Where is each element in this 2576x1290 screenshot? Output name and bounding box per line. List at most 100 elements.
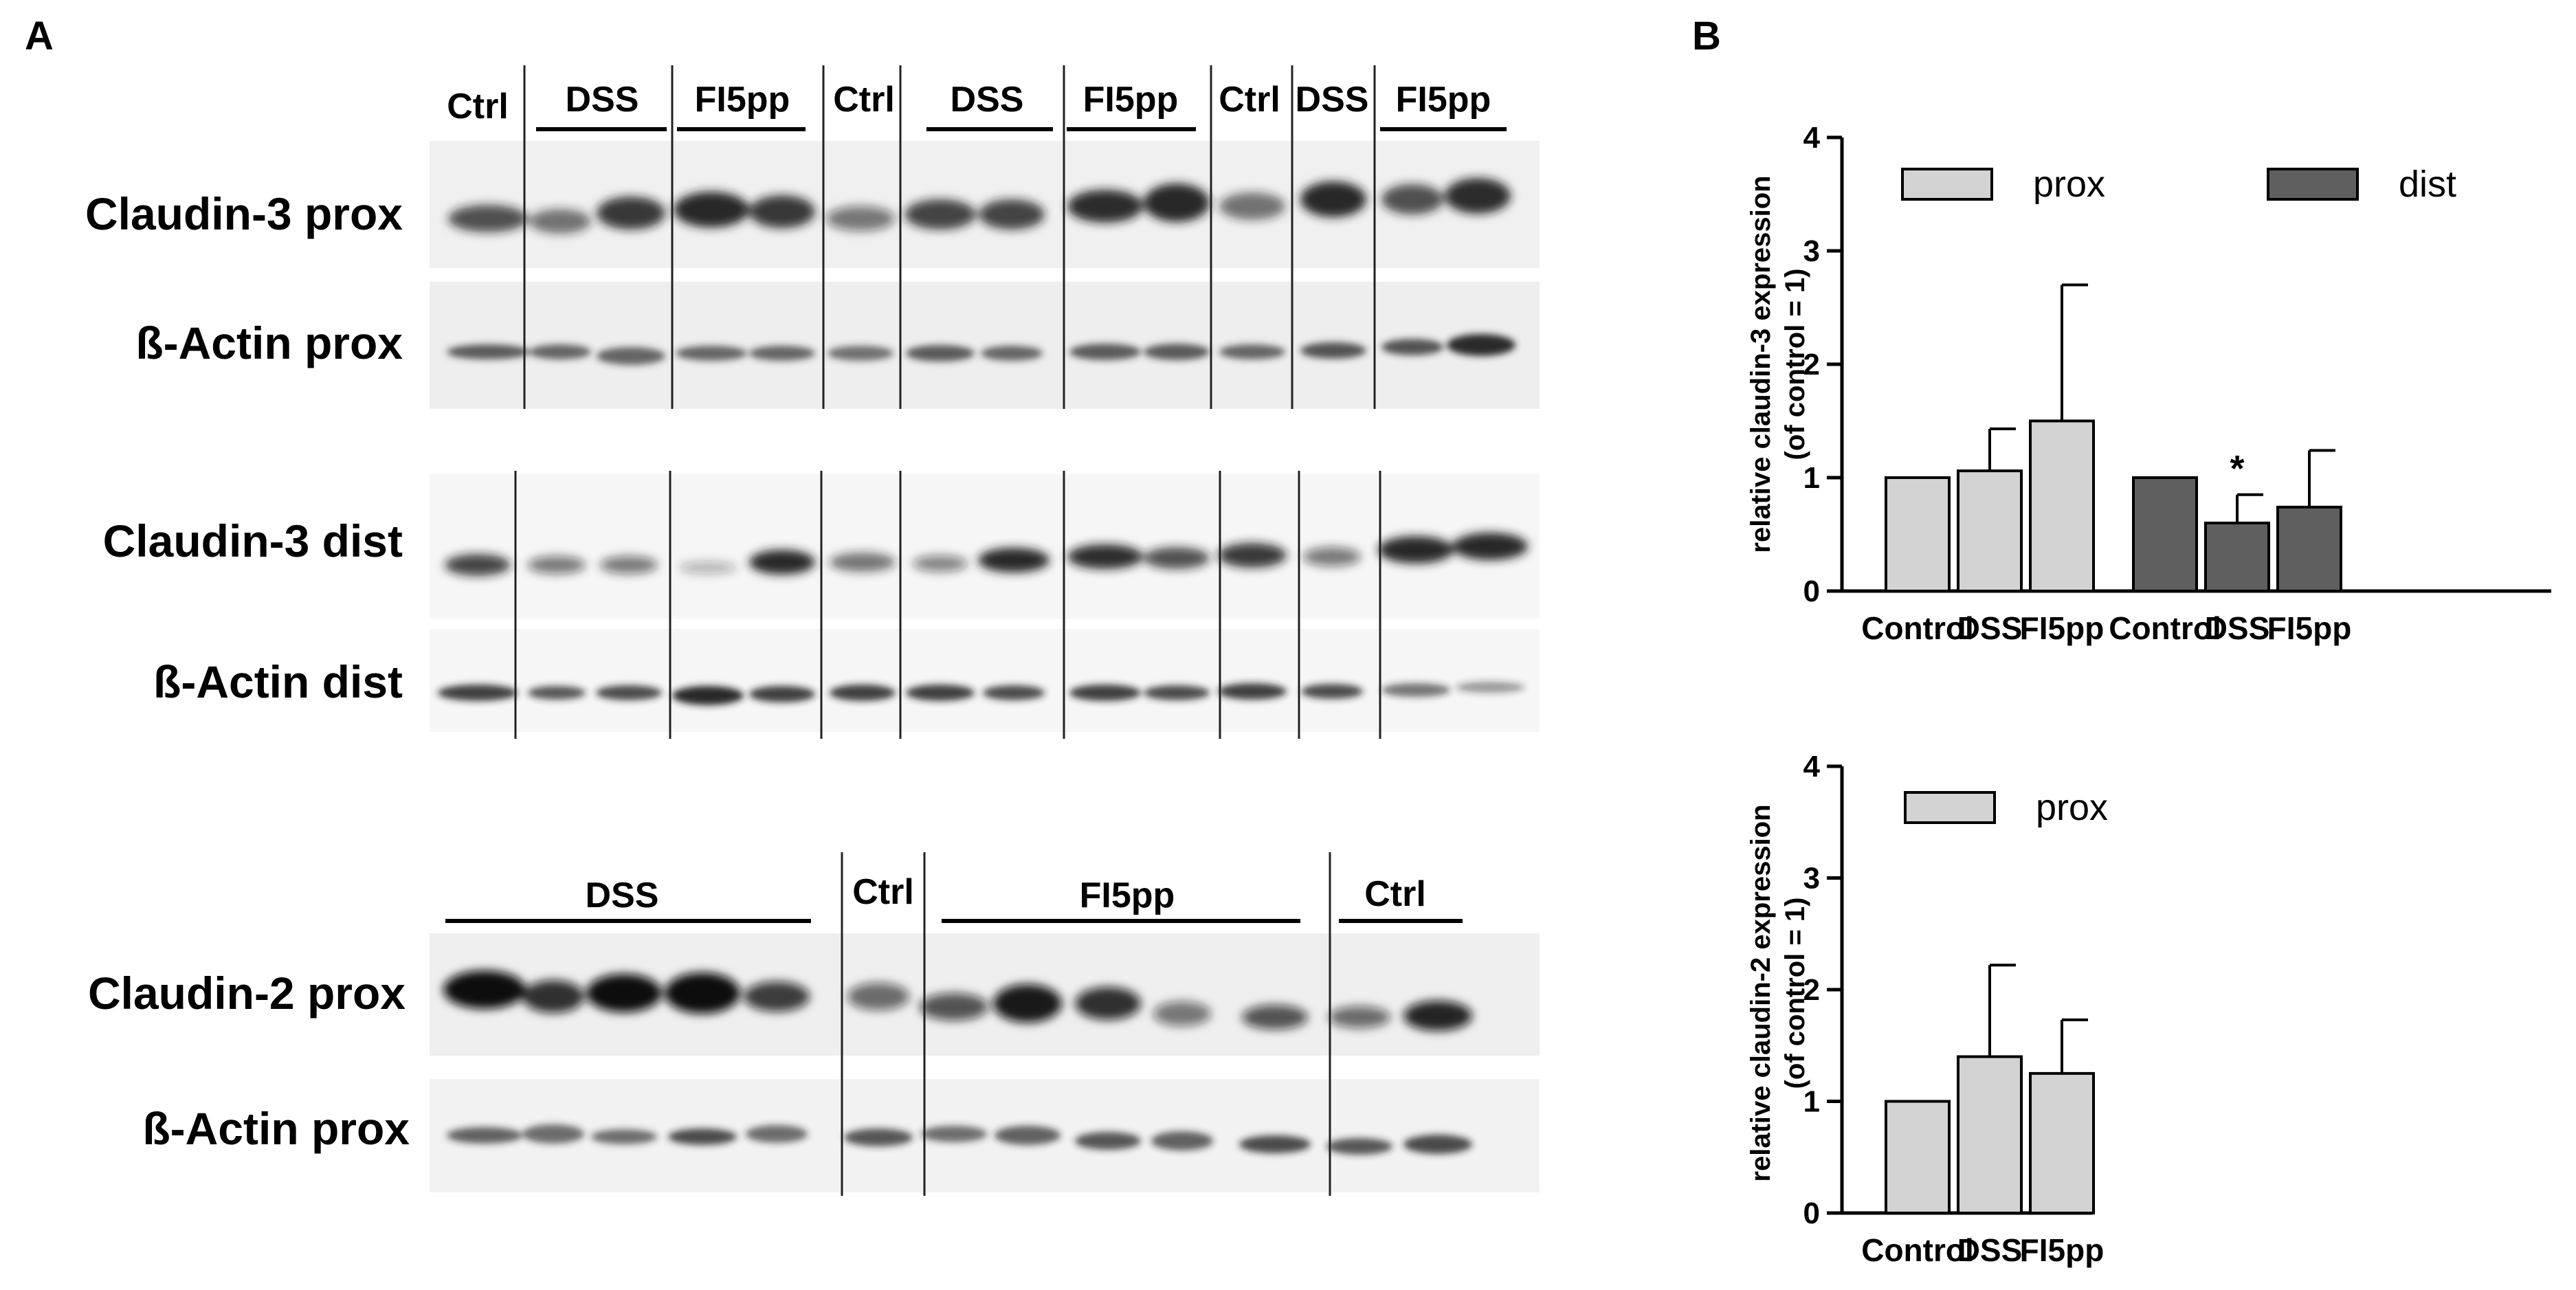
protein-band [920,993,988,1021]
category-label: FI5pp [2267,610,2352,646]
protein-band [591,1129,657,1144]
protein-band [600,556,658,574]
y-axis-label-line: (of control = 1) [1780,898,1810,1089]
protein-band [679,561,737,574]
lane-label: Ctrl [833,80,895,120]
y-tick-label: 4 [1803,121,1821,155]
protein-band [983,685,1045,700]
legend-label: prox [2033,164,2105,205]
protein-band [979,199,1045,230]
protein-band [1153,1001,1211,1026]
protein-band [522,1124,584,1144]
protein-band [447,1127,522,1144]
protein-band [672,686,744,705]
protein-band [906,345,975,362]
protein-band [1075,1132,1141,1150]
protein-band [597,197,665,230]
protein-band [1456,682,1524,693]
protein-band [1403,1001,1472,1031]
y-axis-label-line: relative claudin-2 expression [1746,804,1776,1181]
protein-band [443,970,526,1009]
bar-chart-claudin3: 0 1 2 3 4 relative claudin-3 expression (of co… [1746,121,2551,646]
row-label: ß-Actin prox [142,1103,410,1154]
y-axis-label-line: relative claudin-3 expression [1746,175,1776,553]
protein-band [1067,190,1143,223]
protein-band [826,206,895,231]
protein-band [744,981,810,1012]
protein-band [1218,683,1287,700]
protein-band [1218,543,1287,568]
protein-band [830,685,896,701]
protein-band [1403,1135,1472,1154]
legend-swatch [2267,168,2359,201]
membrane-strip [430,629,1540,732]
protein-band [978,548,1050,572]
membrane-strip [430,474,1540,619]
protein-band [1219,344,1285,359]
bar [2276,505,2342,593]
protein-band [921,1126,987,1142]
membrane-strip [430,141,1540,268]
protein-band [1242,1005,1308,1030]
protein-band [904,199,976,230]
protein-band [1144,685,1210,700]
protein-band [844,1128,913,1146]
protein-band [749,550,815,575]
y-tick-label: 0 [1803,575,1820,608]
protein-band [1452,533,1528,560]
y-tick-label: 1 [1803,1085,1820,1119]
lane-label: FI5pp [695,80,790,120]
protein-band [522,980,584,1013]
protein-band [1445,178,1511,214]
protein-band [749,686,815,702]
category-label: DSS [1957,610,2023,646]
bar [1957,1055,2023,1214]
y-tick-label: 3 [1803,862,1820,896]
protein-band [1381,339,1443,355]
y-tick-label: 3 [1803,234,1820,268]
lane-label: DSS [586,876,659,915]
y-tick-label: 2 [1803,348,1820,381]
legend-label: dist [2399,164,2456,205]
row-label: ß-Actin dist [153,656,403,707]
bar [1885,1100,1951,1214]
category-label: FI5pp [2020,610,2105,646]
protein-band [995,1126,1061,1145]
lane-label: FI5pp [1080,876,1175,915]
lane-label: Ctrl [1219,80,1280,120]
bar [2029,419,2095,592]
membrane-strip [430,282,1540,409]
row-label: ß-Actin prox [135,318,403,368]
protein-band [1378,536,1454,564]
protein-band [1447,334,1515,356]
protein-band [529,209,591,234]
y-tick-label: 2 [1803,973,1820,1007]
protein-band [828,346,893,361]
protein-band [1303,547,1361,566]
protein-band [448,205,528,232]
protein-band [1300,181,1366,217]
protein-band [1067,544,1143,569]
bar [2204,522,2270,592]
protein-band [830,553,896,572]
protein-band [1381,184,1443,214]
protein-band [445,554,511,576]
protein-band [906,685,975,701]
y-axis-label-line: (of control = 1) [1780,269,1810,460]
protein-band [1069,685,1141,701]
protein-band [1301,684,1363,699]
category-label: Control [2109,610,2221,646]
y-axis-label: relative claudin-3 expression (of control… [1746,175,1810,553]
protein-band [913,555,968,572]
protein-band [1075,987,1141,1020]
y-tick-label: 1 [1803,461,1820,495]
protein-band [528,556,586,574]
protein-band [1144,184,1210,222]
protein-band [1069,344,1141,360]
legend-swatch [1901,168,1993,201]
protein-band [746,1125,808,1143]
protein-band [447,344,529,359]
blot-claudin3-prox: Ctrl DSS FI5pp Ctrl DSS FI5pp Ctrl DSS F… [85,65,1540,409]
protein-band [1381,683,1450,697]
